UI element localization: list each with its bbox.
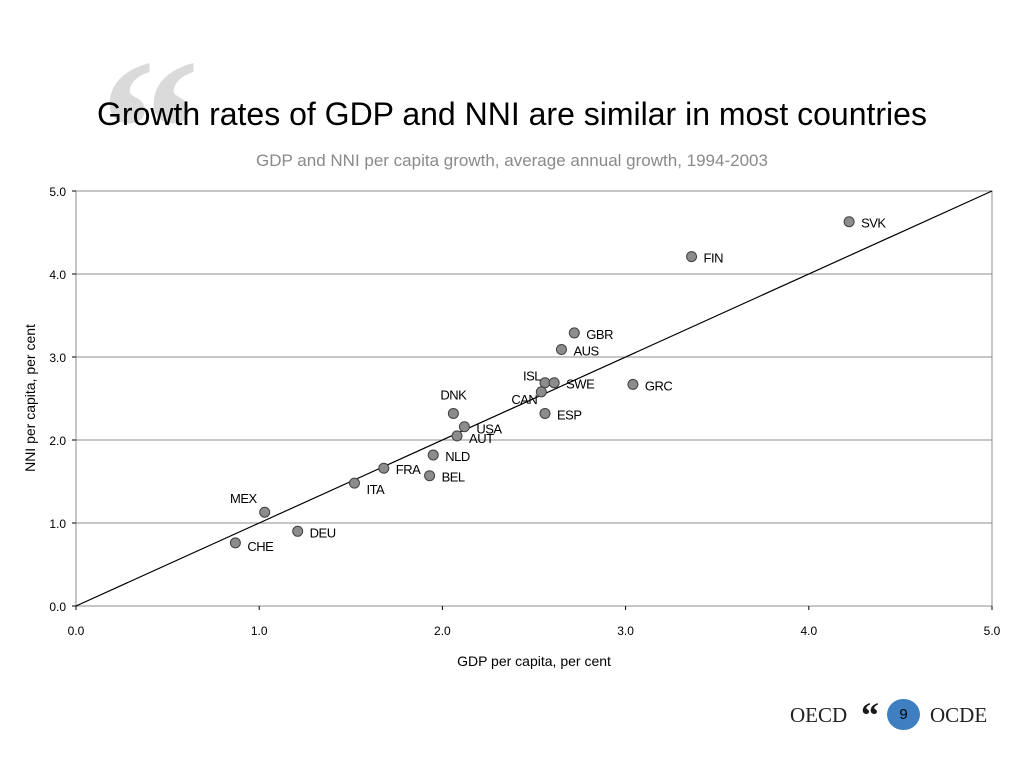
data-label-usa: USA — [476, 422, 502, 437]
data-point-svk — [843, 216, 855, 228]
data-label-deu: DEU — [310, 525, 336, 540]
data-label-swe: SWE — [566, 377, 595, 392]
oecd-logo-text: OECD — [790, 703, 848, 727]
data-label-nld: NLD — [445, 449, 470, 464]
x-axis-ticks: 0.0 1.0 2.0 3.0 4.0 5.0 — [68, 606, 1001, 638]
slide-title: Growth rates of GDP and NNI are similar … — [97, 96, 927, 132]
y-tick-label-1: 1.0 — [49, 517, 66, 531]
data-label-grc: GRC — [645, 378, 673, 393]
data-point-fra — [378, 462, 390, 474]
data-point-fin — [686, 251, 698, 263]
data-label-svk: SVK — [861, 216, 886, 231]
data-point-usa — [458, 421, 470, 433]
oecd-logo-mark: “ — [861, 695, 879, 735]
page-number-badge: 9 — [887, 699, 920, 730]
x-tick-label-2: 2.0 — [434, 624, 451, 638]
y-axis-label: NNI per capita, per cent — [22, 324, 38, 472]
data-point-can — [535, 386, 547, 398]
data-point-dnk — [447, 407, 459, 419]
y-axis-ticks: 0.0 1.0 2.0 3.0 4.0 5.0 — [49, 185, 76, 614]
data-point-aut — [451, 430, 463, 442]
data-point-esp — [539, 407, 551, 419]
y-tick-label-4: 4.0 — [49, 268, 66, 282]
x-tick-label-0: 0.0 — [68, 624, 85, 638]
x-tick-label-1: 1.0 — [251, 624, 268, 638]
data-label-gbr: GBR — [586, 327, 613, 342]
x-tick-label-3: 3.0 — [617, 624, 634, 638]
data-label-fin: FIN — [704, 251, 724, 266]
data-label-mex: MEX — [230, 491, 258, 506]
reference-45-degree-line — [75, 190, 993, 607]
x-tick-label-5: 5.0 — [984, 624, 1001, 638]
data-label-esp: ESP — [557, 407, 582, 422]
data-label-isl: ISL — [523, 369, 541, 384]
data-point-swe — [548, 377, 560, 389]
data-label-fra: FRA — [396, 462, 421, 477]
data-label-bel: BEL — [442, 470, 465, 485]
data-label-aus: AUS — [573, 344, 599, 359]
ocde-logo-text: OCDE — [930, 703, 988, 727]
data-point-che — [229, 537, 241, 549]
y-tick-label-5: 5.0 — [49, 185, 66, 199]
data-point-gbr — [568, 327, 580, 339]
y-tick-label-0: 0.0 — [49, 600, 66, 614]
data-point-grc — [627, 378, 639, 390]
data-label-can: CAN — [511, 392, 537, 407]
data-point-aus — [555, 344, 567, 356]
data-point-isl — [539, 377, 551, 389]
data-label-che: CHE — [247, 539, 274, 554]
data-point-deu — [292, 525, 304, 537]
data-point-nld — [427, 449, 439, 461]
y-tick-label-3: 3.0 — [49, 351, 66, 365]
data-point-bel — [424, 470, 436, 482]
data-label-dnk: DNK — [440, 387, 467, 402]
x-axis-label: GDP per capita, per cent — [457, 653, 611, 669]
x-tick-label-4: 4.0 — [800, 624, 817, 638]
chart-subtitle: GDP and NNI per capita growth, average a… — [256, 151, 768, 170]
data-point-ita — [348, 477, 360, 489]
y-tick-label-2: 2.0 — [49, 434, 66, 448]
data-label-aut: AUT — [469, 431, 494, 446]
data-point-mex — [259, 506, 271, 518]
plot-area-frame — [75, 190, 993, 607]
data-label-ita: ITA — [366, 482, 385, 497]
